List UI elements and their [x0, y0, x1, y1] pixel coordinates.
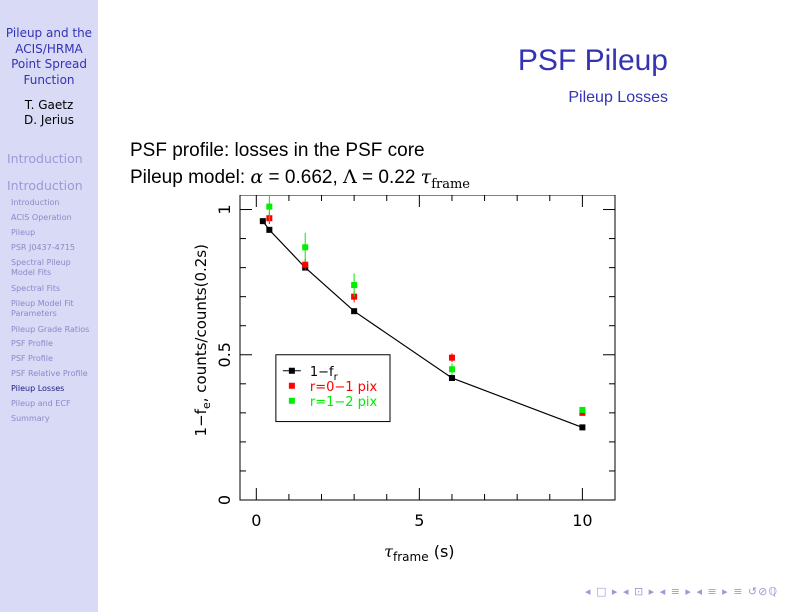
frame-title: PSF Pileup [517, 44, 668, 77]
legend-marker [288, 367, 295, 374]
sidebar: Pileup and the ACIS/HRMA Point Spread Fu… [0, 0, 98, 612]
plot-frame [239, 195, 616, 501]
nav-item-psf-profile-1[interactable]: PSF Profile [11, 339, 53, 348]
model-label: Pileup model: [130, 167, 251, 188]
x-tick-label: 5 [414, 511, 424, 530]
y-axis-label-subscript: e [200, 402, 213, 409]
legend-label-subscript: r [334, 372, 339, 383]
nav-item-psf-relative-profile[interactable]: PSF Relative Profile [11, 369, 88, 378]
beamer-navigation[interactable]: ◂ □ ▸ ◂ ⊡ ▸ ◂ ≡ ▸ ◂ ≡ ▸ ≡ ↺⊘ℚ [585, 585, 778, 598]
legend-marker [288, 397, 295, 404]
y-axis-label-rest: , counts/counts(0.2s) [192, 244, 210, 402]
talk-title-line: Point Spread [11, 57, 87, 71]
nav-item-spectral-fits[interactable]: Spectral Fits [11, 284, 61, 293]
nav-item-pileup-grade-ratios[interactable]: Pileup Grade Ratios [11, 325, 90, 334]
y-axis-label-main: 1−f [192, 408, 210, 436]
nav-item-pileup-losses[interactable]: Pileup Losses [11, 384, 65, 393]
nav-item-pileup-and-ecf[interactable]: Pileup and ECF [11, 399, 71, 408]
talk-title-line: Pileup and the [5, 26, 93, 40]
y-tick-label: 1 [215, 204, 234, 214]
alpha-symbol: α [250, 166, 264, 188]
data-point-series-0 [266, 226, 273, 233]
nav-item-psf-profile-2[interactable]: PSF Profile [11, 354, 53, 363]
author-name: D. Jerius [24, 113, 74, 127]
y-axis-label: 1−fe, counts/counts(0.2s) [192, 244, 213, 436]
nav-item-pileup[interactable]: Pileup [11, 228, 36, 237]
y-tick-label: 0.5 [215, 342, 234, 367]
authors: T. Gaetz D. Jerius [0, 98, 98, 128]
heading-line-1: PSF profile: losses in the PSF core [130, 140, 425, 161]
author-name: T. Gaetz [24, 98, 74, 112]
frame-subtitle: Pileup Losses [568, 89, 668, 106]
nav-section-introduction-current[interactable]: Introduction [7, 178, 83, 193]
lambda-symbol: Λ [343, 166, 357, 188]
legend-label-text: r=1−2 pix [310, 395, 378, 410]
heading-line-2: Pileup model: α = 0.662, Λ = 0.22 τframe [130, 166, 470, 192]
nav-item-introduction[interactable]: Introduction [11, 198, 60, 207]
data-point-series-0 [259, 218, 266, 225]
data-point-series-2 [266, 203, 273, 210]
tau-subscript: frame [431, 176, 470, 192]
x-axis-label-symbol: τ [384, 542, 394, 561]
legend-label: r=0−1 pix [310, 380, 378, 395]
lambda-value: = 0.22 [356, 167, 421, 188]
nav-item-psr[interactable]: PSR J0437-4715 [11, 243, 75, 252]
data-point-series-0 [448, 375, 455, 381]
x-tick-label: 10 [572, 511, 592, 530]
data-point-series-0 [351, 308, 358, 315]
legend-marker [288, 382, 295, 389]
data-point-series-1 [302, 261, 309, 268]
data-point-series-2 [579, 406, 586, 413]
talk-title[interactable]: Pileup and the ACIS/HRMA Point Spread Fu… [0, 26, 98, 88]
nav-item-acis-operation[interactable]: ACIS Operation [11, 213, 72, 222]
legend-label: 1−fr [310, 365, 339, 383]
nav-item-pileup-model-fit-parameters[interactable]: Pileup Model Fit Parameters [11, 299, 74, 318]
legend-label-text: r=0−1 pix [310, 380, 378, 395]
data-point-series-2 [351, 282, 358, 289]
talk-title-line: ACIS/HRMA [15, 41, 83, 56]
data-point-series-2 [302, 244, 309, 251]
x-axis-label-unit: (s) [429, 542, 455, 561]
x-axis-label: τframe (s) [384, 542, 454, 564]
data-point-series-0 [579, 424, 586, 431]
nav-item-spectral-pileup-model-fits[interactable]: Spectral Pileup Model Fits [11, 258, 71, 277]
data-point-series-1 [448, 354, 455, 361]
nav-section-introduction[interactable]: Introduction [7, 151, 83, 166]
legend-label: r=1−2 pix [310, 395, 378, 410]
tau-symbol: τ [420, 166, 432, 188]
talk-title-line: Function [23, 72, 75, 87]
legend-box [275, 354, 391, 423]
alpha-value: = 0.662, [263, 167, 344, 188]
y-tick-label: 0 [215, 495, 234, 505]
x-tick-label: 0 [251, 511, 261, 530]
nav-item-summary[interactable]: Summary [11, 414, 50, 423]
legend-label-text: 1−f [310, 365, 334, 380]
x-axis-label-subscript: frame [393, 550, 429, 564]
data-point-series-2 [448, 366, 455, 373]
